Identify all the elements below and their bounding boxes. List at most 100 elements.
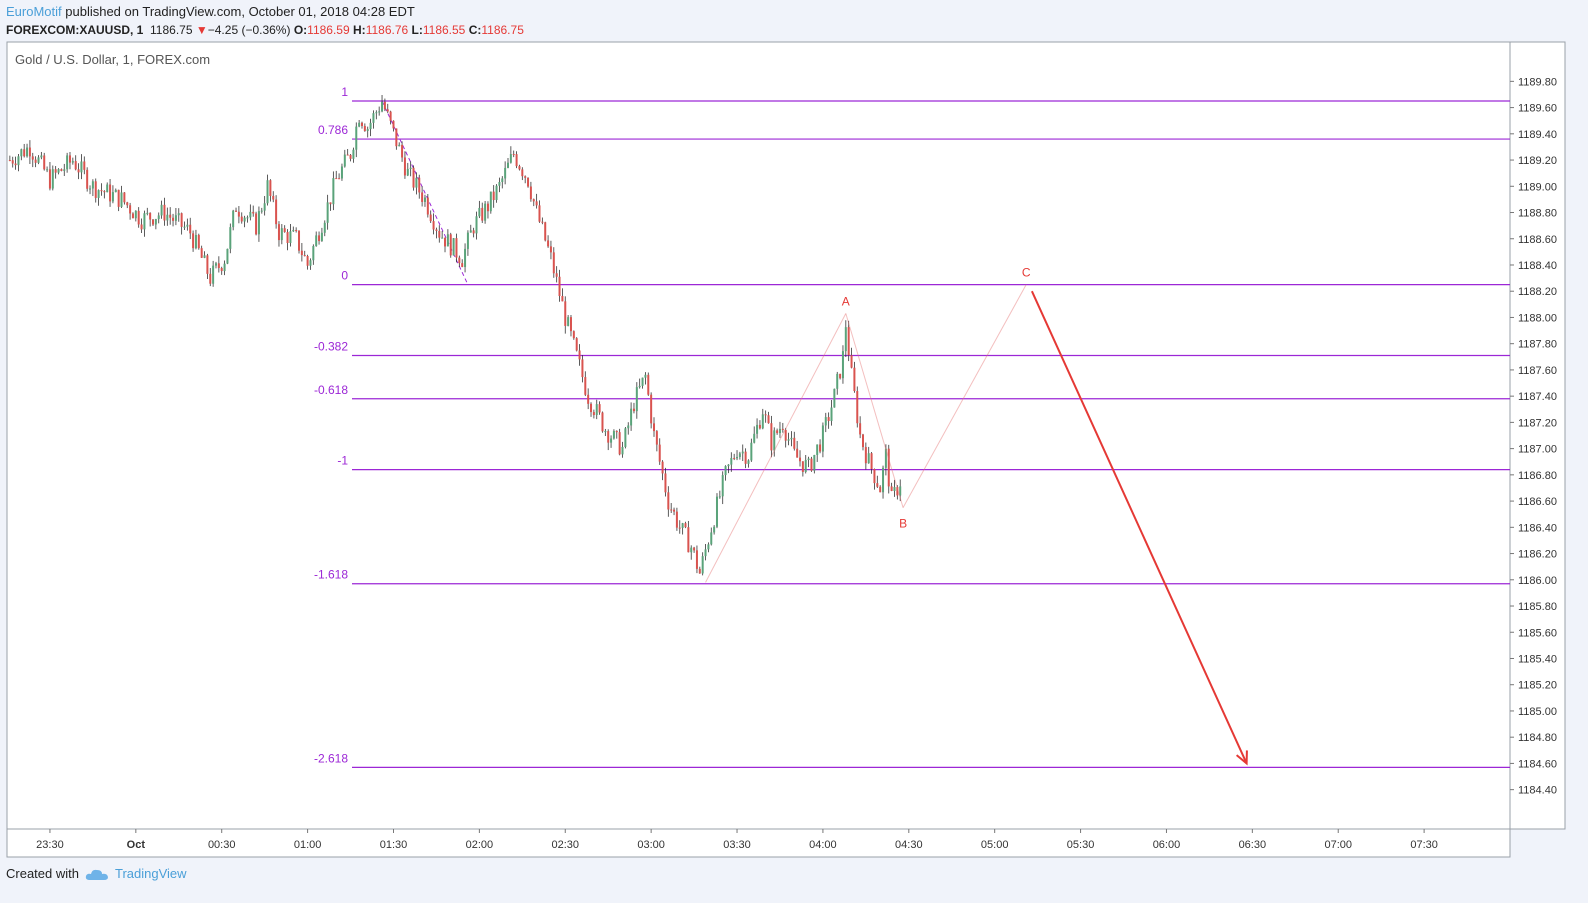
price-axis[interactable]: [1509, 41, 1566, 830]
candle-body: [681, 523, 684, 528]
y-tick-label: 1187.80: [1518, 339, 1557, 351]
candle: [856, 386, 859, 428]
candle: [710, 527, 713, 546]
candle-body: [143, 213, 146, 230]
candle: [713, 525, 716, 535]
candle-body: [509, 154, 512, 163]
candle: [478, 200, 481, 219]
x-tick-label: 07:00: [1324, 839, 1352, 851]
candle-body: [558, 276, 561, 297]
wave-segment[interactable]: [705, 313, 847, 583]
candle: [180, 212, 183, 235]
candle-body: [747, 460, 750, 464]
candle-body: [684, 523, 687, 528]
candle-body: [209, 273, 212, 284]
candle: [157, 212, 160, 224]
candle-body: [873, 469, 876, 484]
candle: [693, 546, 696, 553]
candle: [126, 201, 129, 209]
candle-body: [246, 217, 249, 219]
candle-body: [163, 204, 166, 221]
candle: [392, 120, 395, 132]
footer: Created with TradingView: [6, 866, 187, 882]
candle-body: [8, 160, 11, 162]
candle-body: [704, 549, 707, 557]
publish-info: EuroMotif published on TradingView.com, …: [6, 4, 415, 20]
candle-body: [781, 428, 784, 430]
wave-lines[interactable]: A B C: [705, 266, 1248, 766]
candle-body: [263, 203, 266, 211]
candle: [621, 441, 624, 458]
candle: [237, 206, 240, 224]
y-tick-label: 1186.40: [1518, 522, 1557, 534]
open-value: 1186.59: [307, 23, 350, 37]
candle-body: [713, 526, 716, 533]
candle: [172, 213, 175, 227]
candle: [217, 256, 220, 273]
candle: [17, 154, 20, 172]
candle-body: [86, 169, 89, 189]
candle-body: [11, 160, 14, 164]
candle: [770, 415, 773, 458]
candle: [578, 344, 581, 366]
candle: [318, 231, 321, 245]
candle-body: [166, 214, 169, 221]
candle-body: [767, 415, 770, 424]
candle-body: [183, 226, 186, 228]
close-value: 1186.75: [481, 23, 524, 37]
projection-arrow-line[interactable]: [1030, 290, 1248, 764]
time-axis[interactable]: [6, 828, 1511, 858]
candle: [644, 372, 647, 385]
candle: [338, 173, 341, 180]
candle-body: [552, 252, 555, 274]
candle-body: [320, 232, 323, 242]
author-link[interactable]: EuroMotif: [6, 4, 62, 19]
candle-body: [776, 430, 779, 434]
candle-body: [146, 212, 149, 214]
candle: [847, 320, 850, 362]
tradingview-link[interactable]: TradingView: [114, 866, 187, 881]
candle-body: [569, 317, 572, 332]
candle: [303, 250, 306, 257]
candle: [129, 202, 132, 220]
candle-body: [315, 235, 318, 247]
wave-segment[interactable]: [845, 313, 904, 508]
candle-body: [804, 460, 807, 472]
candle: [123, 192, 126, 205]
candle-body: [621, 446, 624, 455]
candle: [109, 178, 112, 207]
candle-body: [154, 219, 157, 225]
candle-body: [372, 113, 375, 123]
candle: [801, 461, 804, 477]
candle-body: [435, 229, 438, 231]
candle: [466, 230, 469, 256]
wave-segment[interactable]: [902, 284, 1027, 508]
candle: [46, 166, 49, 173]
candle: [409, 161, 412, 177]
candle: [206, 253, 209, 280]
candle-body: [378, 111, 381, 113]
candle: [821, 422, 824, 458]
plot-area[interactable]: [6, 41, 1511, 830]
open-label: O:: [293, 23, 308, 37]
candle: [647, 372, 650, 396]
candle-body: [129, 205, 132, 214]
candle-body: [117, 189, 120, 207]
candle-body: [415, 177, 418, 188]
candle-body: [197, 235, 200, 249]
candle-body: [180, 213, 183, 227]
candle: [143, 210, 146, 237]
candle-body: [369, 122, 372, 130]
candle: [627, 422, 630, 435]
candle: [569, 314, 572, 337]
candle: [882, 465, 885, 499]
candle-body: [750, 442, 753, 461]
fib-levels[interactable]: 1 0.786 0 -0.382 -0.618 -1 -1.618 -2.618: [314, 85, 1510, 768]
candle-body: [707, 544, 710, 550]
candle: [438, 225, 441, 243]
candle-body: [675, 511, 678, 528]
candle-body: [97, 190, 100, 198]
candles: [8, 95, 902, 576]
candle: [756, 418, 759, 439]
